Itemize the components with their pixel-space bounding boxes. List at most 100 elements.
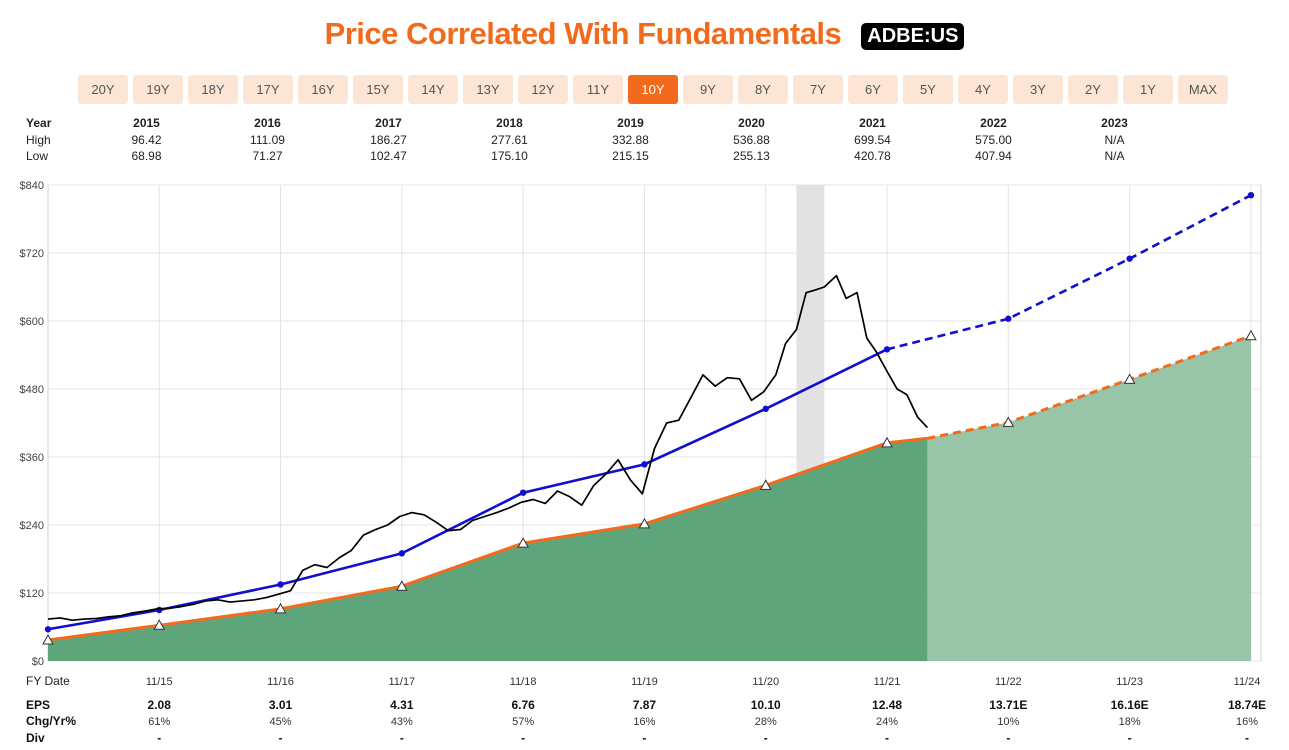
range-button-4y[interactable]: 4Y (958, 75, 1008, 104)
range-button-14y[interactable]: 14Y (408, 75, 458, 104)
chg-row-label: Chg/Yr% (26, 714, 76, 728)
div-value: - (400, 731, 404, 745)
eps-area-actual (48, 438, 928, 661)
y-tick-label: $240 (20, 520, 44, 532)
chg-value: 45% (270, 716, 292, 728)
page-title: Price Correlated With Fundamentals (324, 16, 842, 51)
range-button-10y[interactable]: 10Y (628, 75, 678, 104)
chg-value: 16% (1236, 716, 1258, 728)
div-value: - (764, 731, 768, 745)
y-tick-label: $720 (20, 248, 44, 260)
ticker-badge: ADBE:US (861, 22, 965, 50)
title-bar: Price Correlated With Fundamentals ADBE:… (0, 14, 1289, 54)
year-label: Year (26, 115, 52, 130)
range-button-7y[interactable]: 7Y (793, 75, 843, 104)
eps-marker (881, 436, 893, 448)
range-button-20y[interactable]: 20Y (78, 75, 128, 104)
low-cell: 420.78 (854, 149, 891, 163)
high-cell: 186.27 (370, 133, 407, 147)
high-cell: 536.88 (733, 133, 770, 147)
blue-point (277, 581, 284, 588)
high-cell: 699.54 (854, 133, 891, 147)
blue-line-forecast (886, 194, 1252, 351)
low-cell: N/A (1104, 149, 1125, 163)
range-button-13y[interactable]: 13Y (463, 75, 513, 104)
range-button-2y[interactable]: 2Y (1068, 75, 1118, 104)
range-button-8y[interactable]: 8Y (738, 75, 788, 104)
range-button-3y[interactable]: 3Y (1013, 75, 1063, 104)
high-low-table: Year 2015 2016 2017 2018 2019 2020 2021 2022 2023… (26, 113, 1175, 164)
y-tick-label: $120 (20, 588, 44, 600)
blue-point (762, 405, 769, 413)
low-cell: 255.13 (733, 149, 770, 163)
year-cell: 2021 (859, 115, 886, 130)
range-button-11y[interactable]: 11Y (573, 75, 623, 104)
blue-point (1247, 192, 1255, 199)
range-button-1y[interactable]: 1Y (1123, 75, 1173, 104)
high-cell: 111.09 (250, 133, 285, 147)
range-button-9y[interactable]: 9Y (683, 75, 733, 104)
div-value: - (1128, 731, 1132, 745)
high-cell: 277.61 (491, 133, 528, 147)
range-button-16y[interactable]: 16Y (298, 75, 348, 104)
chg-value: 18% (1119, 716, 1141, 728)
high-cell: 575.00 (975, 133, 1012, 147)
low-cell: 71.27 (252, 149, 283, 163)
range-button-19y[interactable]: 19Y (133, 75, 183, 104)
x-tick-label: 11/15 (146, 676, 173, 688)
chg-value: 16% (633, 716, 655, 728)
range-button-15y[interactable]: 15Y (353, 75, 403, 104)
low-label: Low (26, 149, 49, 163)
div-value: - (157, 731, 161, 745)
eps-marker (759, 479, 772, 490)
div-value: - (279, 731, 283, 745)
eps-marker (42, 634, 54, 645)
eps-marker (1123, 373, 1136, 384)
div-value: - (642, 731, 646, 745)
eps-value: 3.01 (269, 698, 293, 712)
chg-value: 43% (391, 716, 413, 728)
blue-point (398, 550, 406, 557)
chg-value: 61% (148, 716, 170, 728)
high-cell: N/A (1104, 133, 1125, 147)
eps-marker (638, 517, 651, 529)
year-cell: 2020 (738, 115, 765, 130)
eps-marker (1002, 416, 1015, 427)
div-value: - (885, 731, 889, 745)
eps-line-forecast (927, 334, 1252, 440)
eps-value: 12.48 (872, 698, 902, 712)
year-cell: 2022 (980, 115, 1007, 130)
high-cell: 96.42 (131, 133, 162, 147)
range-button-18y[interactable]: 18Y (188, 75, 238, 104)
x-tick-label: 11/17 (388, 676, 415, 688)
div-value: - (521, 731, 525, 745)
x-tick-label: 11/24 (1234, 676, 1261, 688)
chg-value: 57% (512, 716, 534, 728)
year-cell: 2023 (1101, 115, 1128, 130)
eps-value: 7.87 (633, 698, 657, 712)
x-tick-label: 11/21 (874, 676, 901, 688)
year-cell: 2019 (617, 115, 644, 130)
div-value: - (1245, 731, 1249, 745)
eps-value: 6.76 (511, 698, 535, 712)
range-button-12y[interactable]: 12Y (518, 75, 568, 104)
blue-point (1005, 315, 1012, 322)
blue-point (519, 489, 527, 496)
eps-marker (1245, 329, 1257, 341)
range-button-6y[interactable]: 6Y (848, 75, 898, 104)
eps-marker (153, 619, 166, 630)
eps-marker (395, 580, 408, 591)
range-button-max[interactable]: MAX (1178, 75, 1228, 104)
range-button-17y[interactable]: 17Y (243, 75, 293, 104)
blue-point (883, 346, 891, 353)
eps-row-label: EPS (26, 698, 50, 712)
range-button-5y[interactable]: 5Y (903, 75, 953, 104)
eps-value: 4.31 (390, 698, 414, 712)
high-cell: 332.88 (612, 133, 649, 147)
div-row-label: Div (26, 731, 45, 745)
low-cell: 68.98 (131, 149, 162, 163)
eps-value: 16.16E (1111, 698, 1149, 712)
eps-value: 2.08 (148, 698, 172, 712)
div-value: - (1006, 731, 1010, 745)
eps-marker (517, 537, 529, 548)
